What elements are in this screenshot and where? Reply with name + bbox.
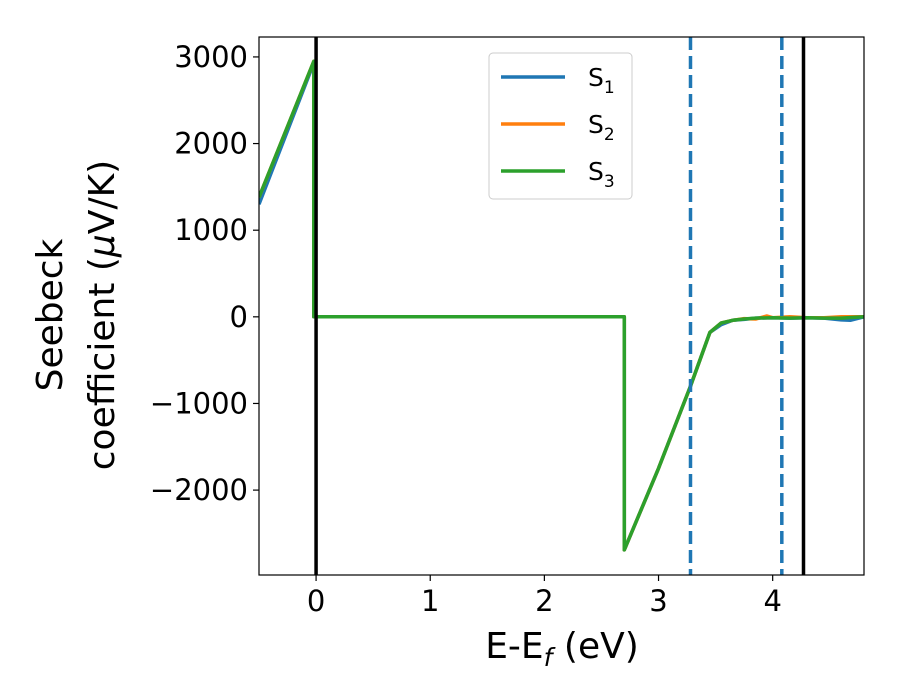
y-tick-label: −2000 bbox=[150, 473, 248, 507]
y-axis-label-suffix: V/K) bbox=[82, 160, 123, 234]
legend: S1 S2 S3 bbox=[488, 52, 633, 200]
x-axis-label: E-Ef (eV) bbox=[485, 626, 639, 672]
y-axis: −2000 −1000 0 1000 2000 3000 bbox=[150, 40, 259, 507]
x-tick-label: 2 bbox=[535, 584, 553, 618]
y-tick-label: −1000 bbox=[150, 386, 248, 420]
y-axis-label-mu: μ bbox=[82, 234, 123, 258]
reference-lines bbox=[314, 37, 806, 575]
y-axis-label-prefix: coefficient ( bbox=[82, 257, 123, 470]
y-tick-label: 2000 bbox=[174, 127, 248, 161]
x-axis-label-unit: (eV) bbox=[552, 626, 638, 667]
y-axis-label: Seebeck coefficient (μV/K) bbox=[30, 160, 123, 470]
y-axis-label-line1: Seebeck bbox=[30, 238, 71, 391]
y-tick-label: 0 bbox=[230, 300, 248, 334]
x-tick-label: 3 bbox=[649, 584, 667, 618]
x-tick-label: 0 bbox=[307, 584, 325, 618]
legend-label-s1: S1 bbox=[588, 63, 615, 98]
x-tick-label: 4 bbox=[763, 584, 781, 618]
legend-label-s2: S2 bbox=[588, 110, 615, 145]
legend-label-s3: S3 bbox=[588, 157, 615, 192]
y-axis-label-line2: coefficient (μV/K) bbox=[82, 160, 123, 470]
y-tick-label: 1000 bbox=[174, 213, 248, 247]
legend-box bbox=[488, 52, 633, 200]
series-group bbox=[259, 59, 864, 552]
x-tick-label: 1 bbox=[421, 584, 439, 618]
series-line-s3 bbox=[259, 59, 864, 552]
plot-border bbox=[258, 36, 865, 576]
plot-area bbox=[259, 37, 864, 575]
x-axis-label-main: E-E bbox=[485, 626, 543, 667]
x-axis: 0 1 2 3 4 bbox=[307, 575, 782, 618]
y-tick-label: 3000 bbox=[174, 40, 248, 74]
